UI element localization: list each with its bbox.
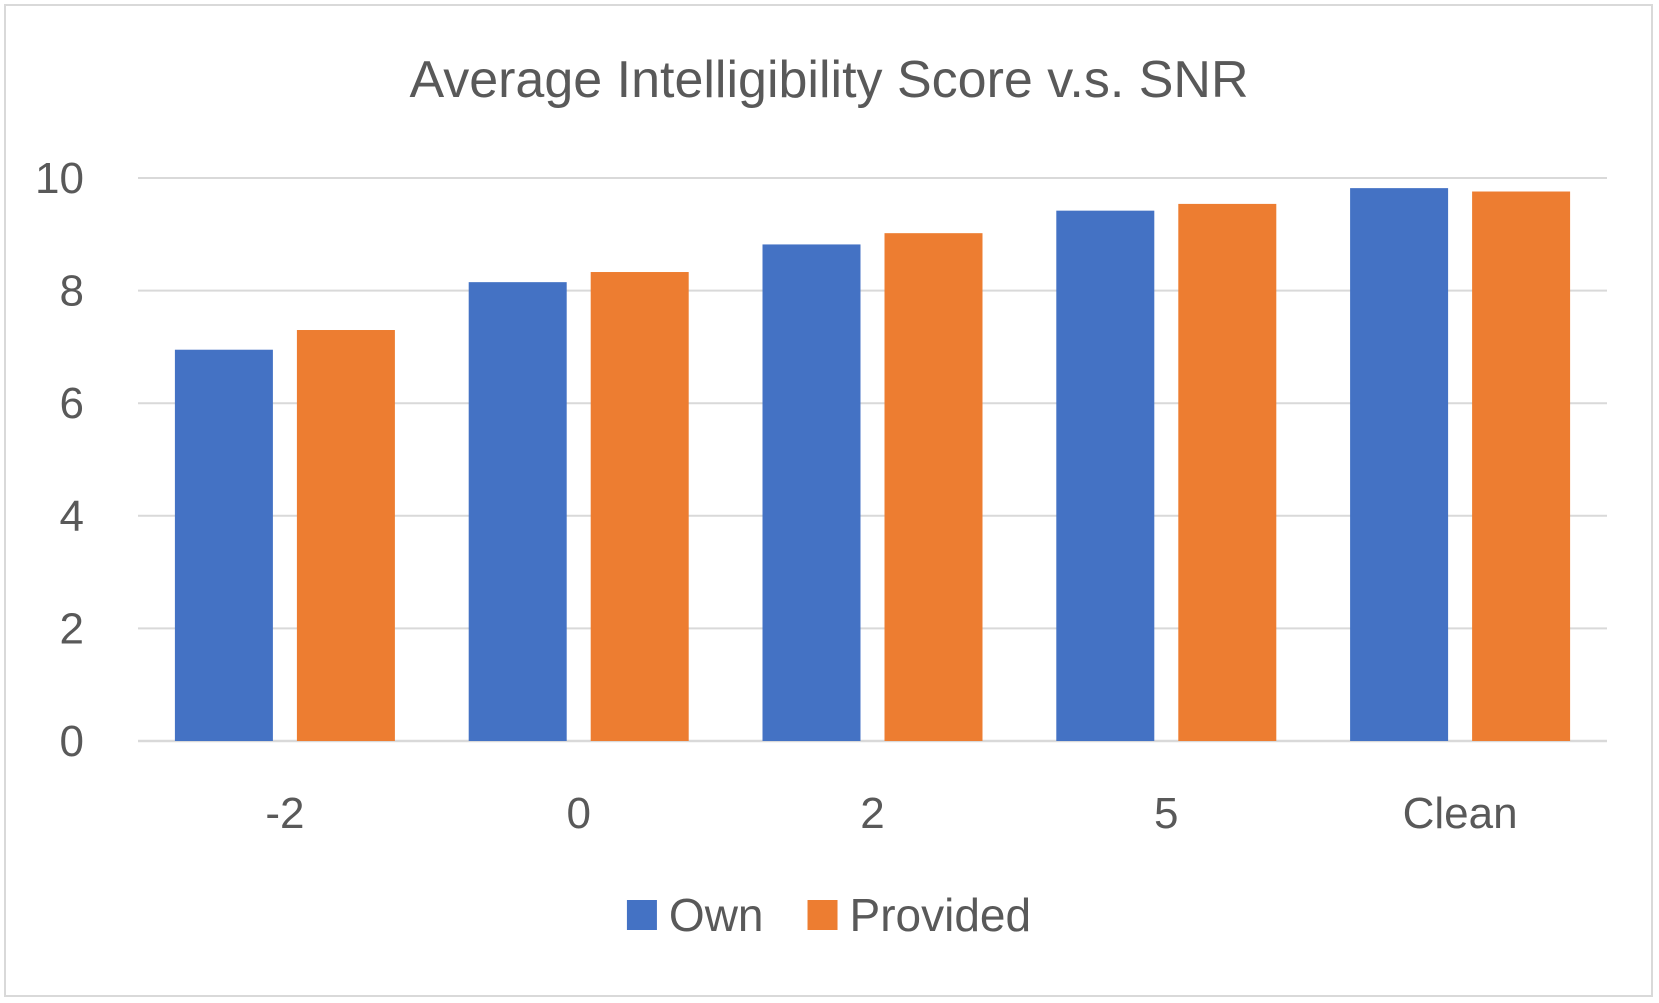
- x-tick-label: -2: [265, 789, 304, 838]
- legend: Own Provided: [626, 889, 1032, 941]
- y-tick-label: 2: [60, 604, 84, 653]
- bar-own-clean: [1350, 188, 1449, 741]
- x-tick-label: 5: [1154, 789, 1178, 838]
- bar-provided--2: [296, 330, 395, 741]
- bar-own-2: [762, 244, 861, 741]
- y-tick-label: 6: [60, 379, 84, 428]
- bar-provided-5: [1178, 203, 1277, 741]
- bar-own-5: [1056, 210, 1155, 742]
- legend-swatch: [626, 900, 657, 930]
- legend-item-own: Own: [626, 889, 764, 941]
- y-tick-label: 8: [60, 267, 84, 316]
- x-tick-label: 2: [860, 789, 884, 838]
- legend-swatch: [807, 900, 838, 930]
- x-tick-label: Clean: [1403, 789, 1518, 838]
- y-tick-label: 0: [60, 717, 84, 766]
- bar-provided-clean: [1472, 191, 1571, 742]
- y-tick-label: 4: [60, 492, 84, 541]
- bar-provided-0: [590, 272, 689, 741]
- chart-title: Average Intelligibility Score v.s. SNR: [409, 51, 1248, 109]
- x-axis-tick-labels: -2 0 2 5 Clean: [265, 789, 1517, 838]
- y-axis-tick-labels: 0 2 4 6 8 10: [35, 154, 84, 766]
- legend-label: Own: [669, 889, 764, 941]
- bars: [174, 188, 1571, 742]
- x-tick-label: 0: [566, 789, 590, 838]
- legend-label: Provided: [850, 889, 1032, 941]
- legend-item-provided: Provided: [807, 889, 1032, 941]
- bar-own-0: [468, 282, 567, 741]
- bar-provided-2: [884, 233, 983, 741]
- y-tick-label: 10: [35, 154, 84, 203]
- bar-own--2: [174, 349, 273, 741]
